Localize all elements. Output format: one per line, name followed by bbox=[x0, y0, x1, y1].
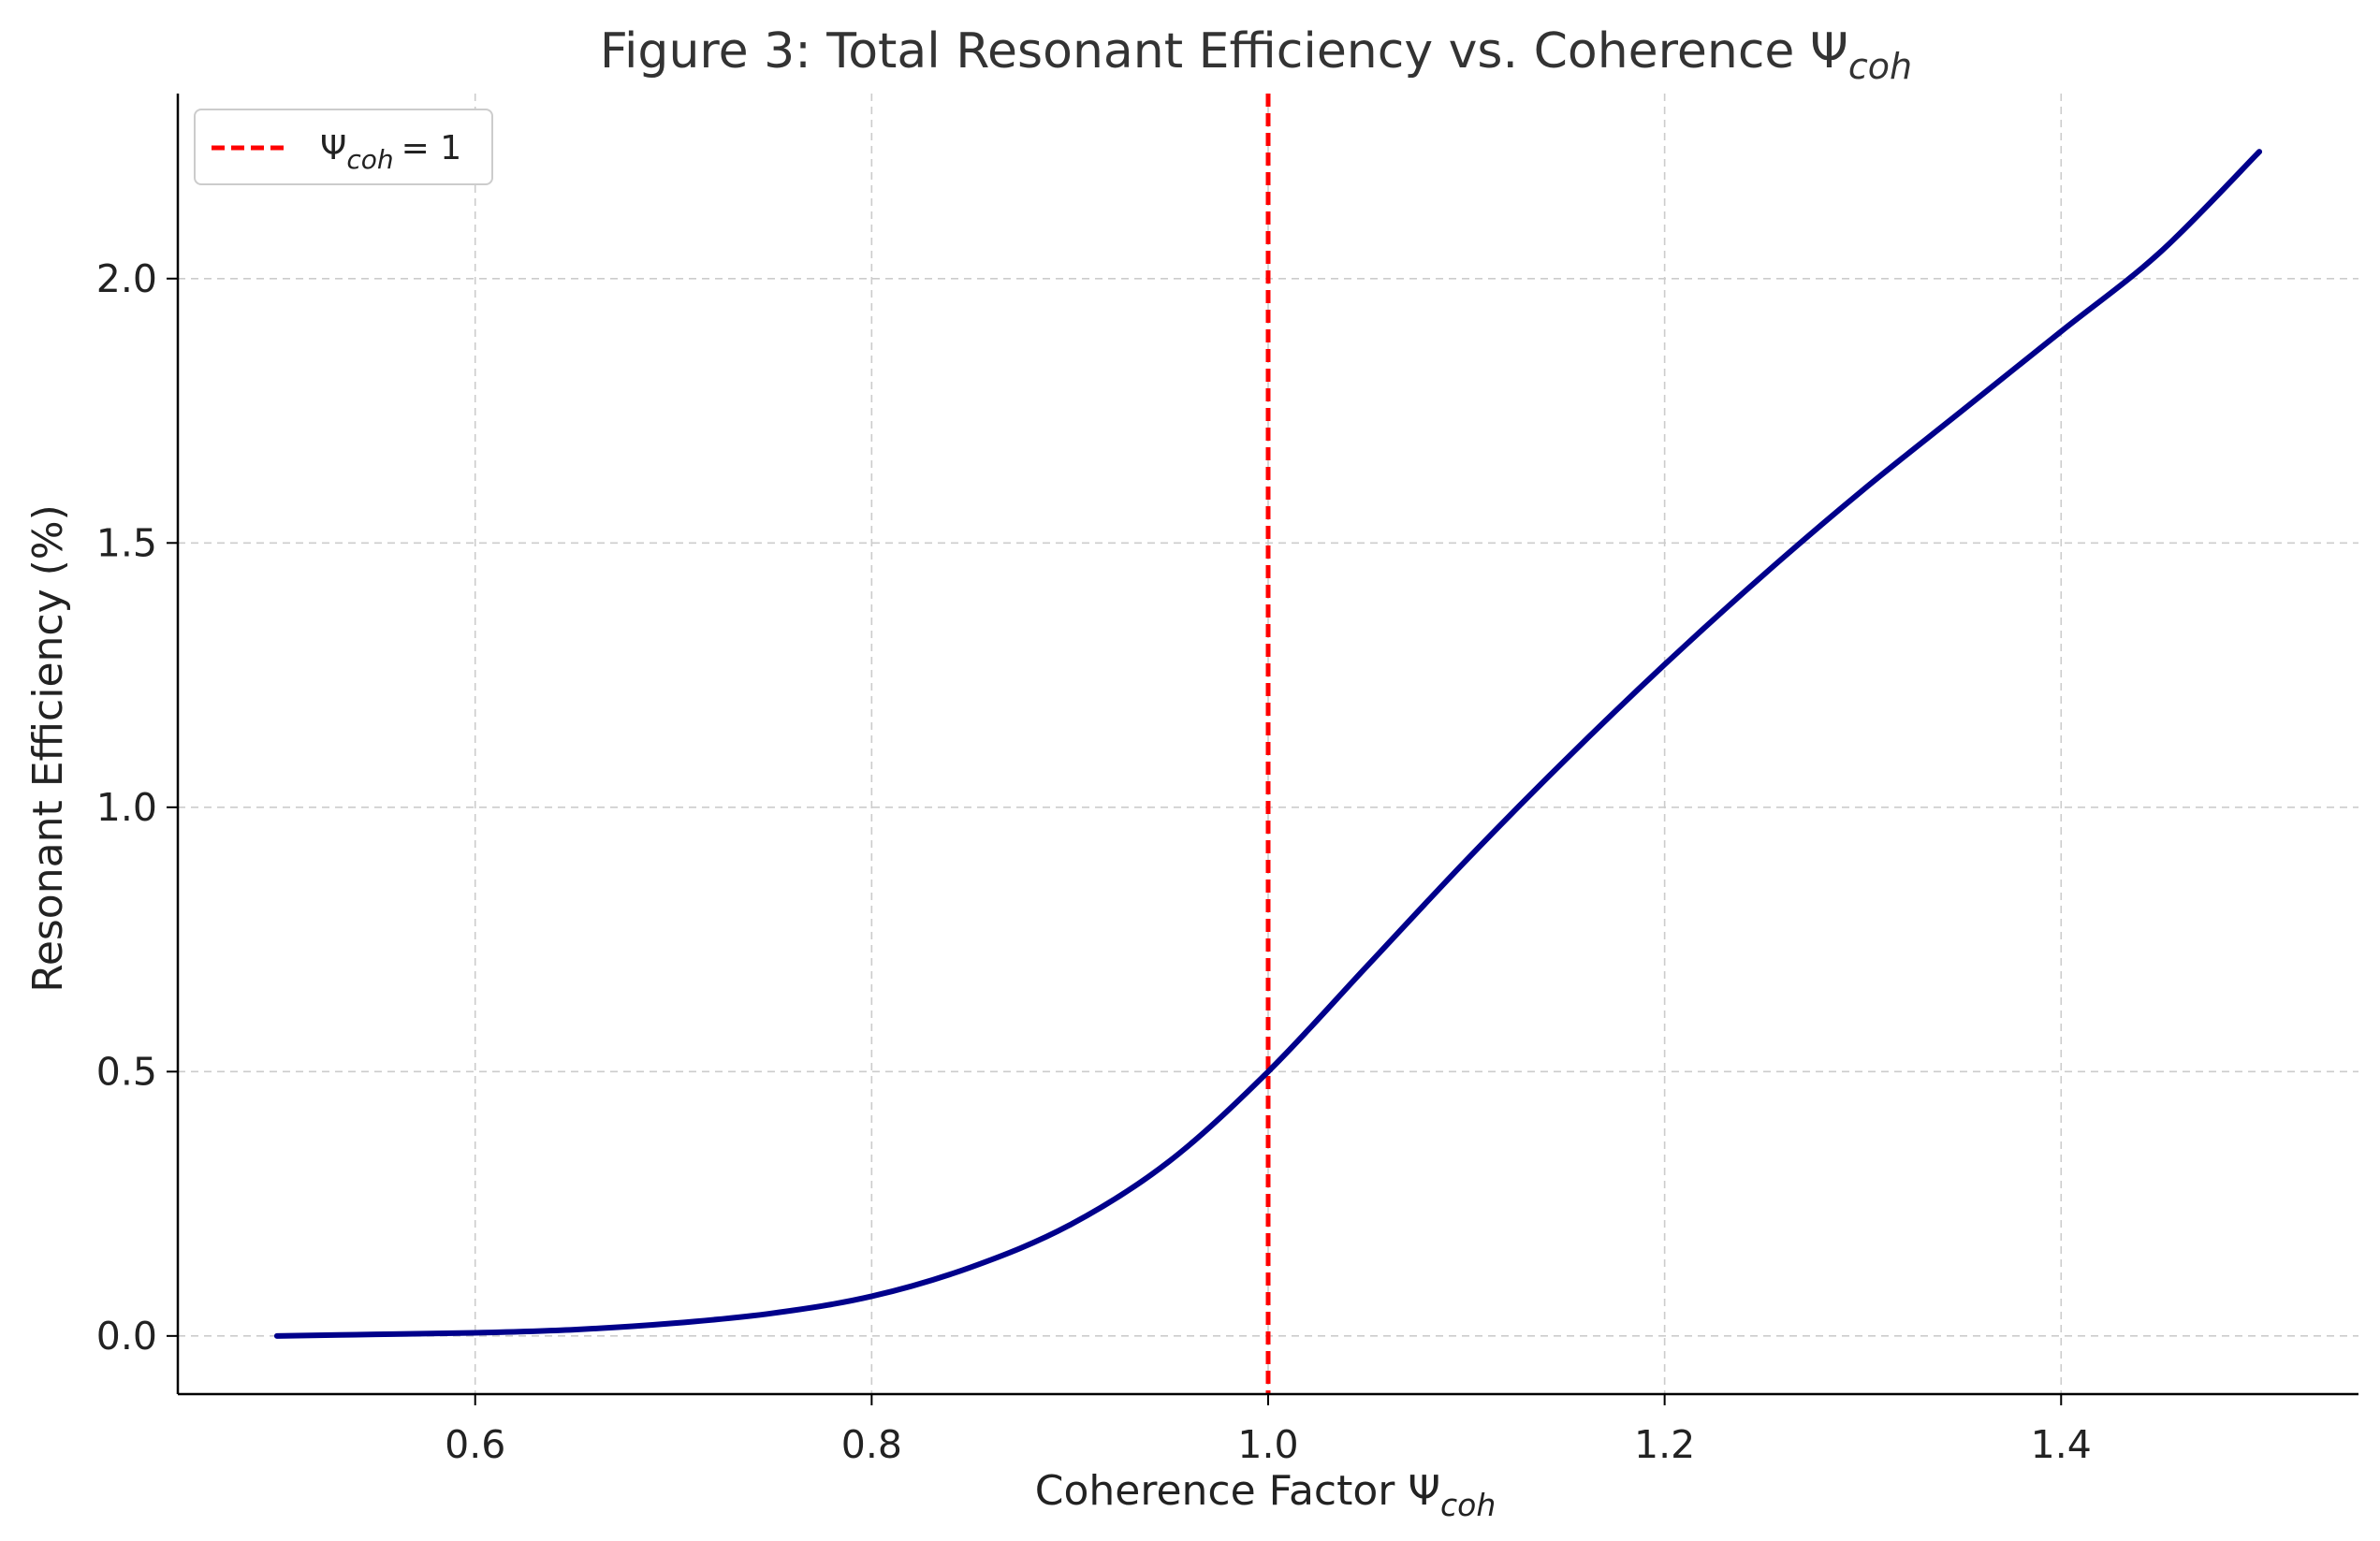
x-axis-ticks: 0.6 0.8 1.0 1.2 1.4 bbox=[445, 1394, 2092, 1467]
legend-entry-label: Ψcoh = 1 bbox=[320, 129, 461, 175]
y-tick-label: 0.0 bbox=[96, 1314, 157, 1359]
y-tick-label: 0.5 bbox=[96, 1049, 157, 1094]
y-axis-ticks: 0.0 0.5 1.0 1.5 2.0 bbox=[96, 256, 178, 1359]
x-tick-label: 1.0 bbox=[1237, 1422, 1298, 1467]
legend-box bbox=[194, 109, 493, 185]
y-axis-label: Resonant Efficiency (%) bbox=[24, 504, 72, 993]
y-tick-label: 2.0 bbox=[96, 256, 157, 301]
legend-entry-subscript: coh bbox=[346, 144, 393, 175]
y-tick-label: 1.0 bbox=[96, 785, 157, 830]
x-tick-label: 0.6 bbox=[445, 1422, 505, 1467]
x-tick-label: 1.2 bbox=[1634, 1422, 1695, 1467]
x-tick-label: 0.8 bbox=[841, 1422, 902, 1467]
y-tick-label: 1.5 bbox=[96, 520, 157, 565]
chart-title-subscript: coh bbox=[1848, 46, 1912, 87]
x-axis-label-text: Coherence Factor Ψ bbox=[1035, 1467, 1440, 1515]
x-axis-label-subscript: coh bbox=[1440, 1487, 1496, 1523]
legend-entry-text: Ψ bbox=[320, 129, 346, 167]
chart-title-text: Figure 3: Total Resonant Efficiency vs. … bbox=[600, 23, 1848, 80]
chart-title: Figure 3: Total Resonant Efficiency vs. … bbox=[600, 23, 1912, 87]
legend-entry-suffix: = 1 bbox=[402, 129, 462, 167]
series-layer bbox=[273, 149, 2263, 1339]
x-axis-label: Coherence Factor Ψcoh bbox=[1035, 1467, 1496, 1523]
legend: Ψcoh = 1 bbox=[194, 109, 493, 185]
x-tick-label: 1.4 bbox=[2031, 1422, 2092, 1467]
efficiency-curve bbox=[273, 149, 2263, 1339]
